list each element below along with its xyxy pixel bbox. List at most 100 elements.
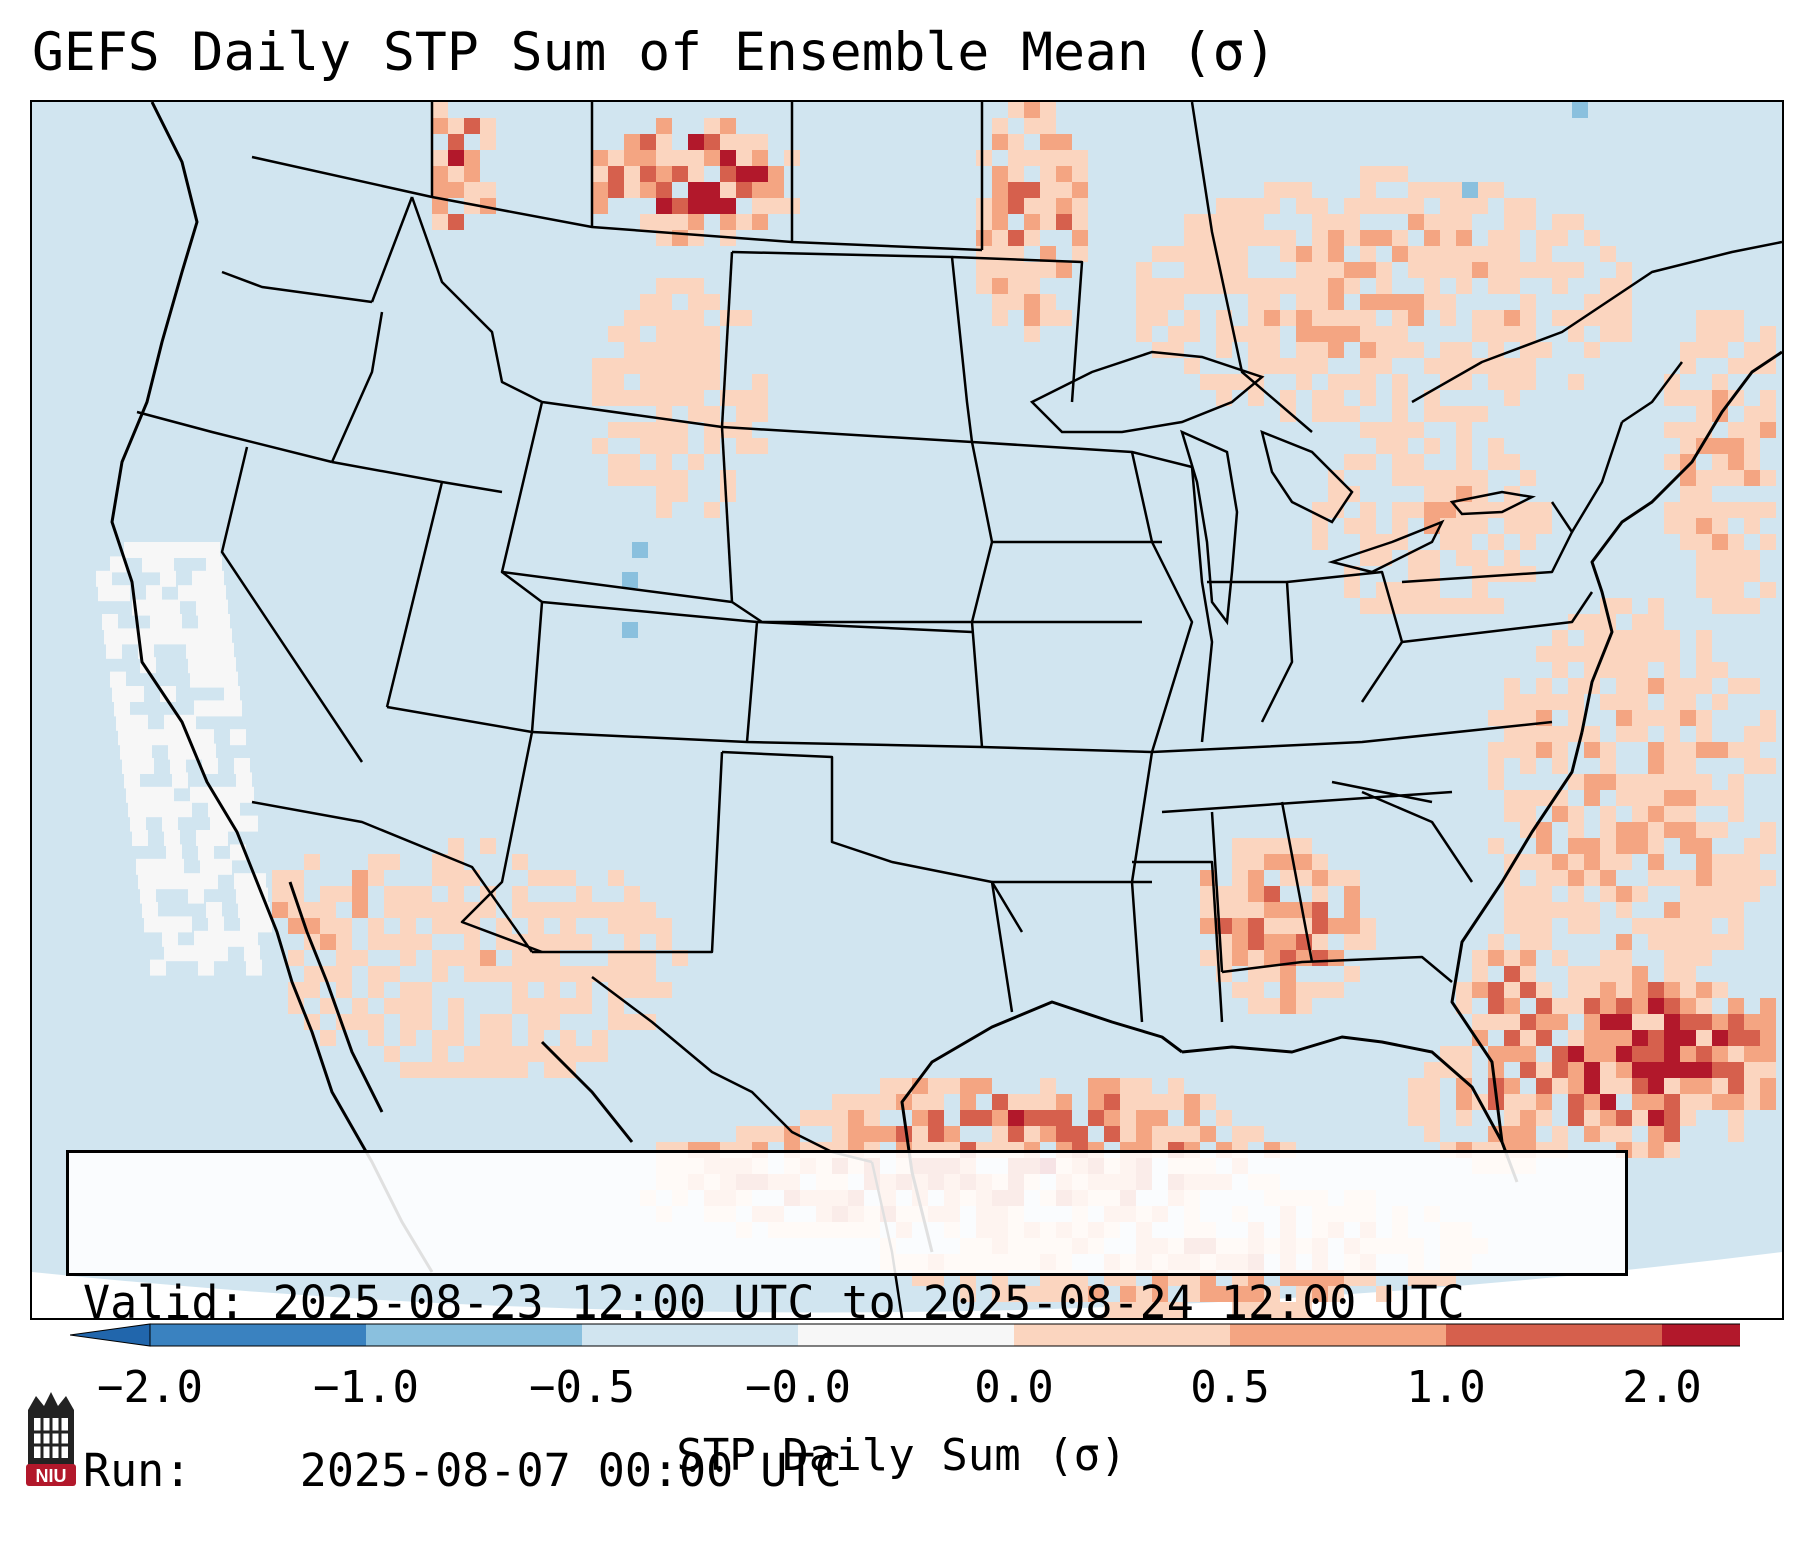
anomaly-pixel: [1680, 918, 1696, 934]
anomaly-pixel: [216, 858, 232, 875]
projection-edge: [32, 1252, 1782, 1318]
anomaly-pixel: [400, 918, 416, 934]
anomaly-pixel: [206, 902, 222, 918]
anomaly-pixel: [1024, 198, 1040, 214]
anomaly-pixel: [226, 700, 242, 717]
anomaly-pixel: [1648, 598, 1664, 614]
anomaly-pixel: [116, 714, 132, 731]
anomaly-pixel: [736, 182, 752, 198]
anomaly-pixel: [384, 902, 400, 918]
anomaly-pixel: [272, 886, 288, 902]
anomaly-pixel: [1408, 198, 1424, 214]
anomaly-pixel: [1312, 534, 1328, 550]
anomaly-pixel: [1552, 726, 1568, 742]
anomaly-pixel: [704, 374, 720, 390]
anomaly-pixel: [1360, 326, 1376, 342]
anomaly-pixel: [528, 998, 544, 1014]
anomaly-pixel: [1376, 550, 1392, 566]
anomaly-pixel: [1440, 262, 1456, 278]
anomaly-pixel: [1600, 806, 1616, 822]
anomaly-pixel: [480, 902, 496, 918]
anomaly-pixel: [1424, 1126, 1440, 1142]
anomaly-pixel: [624, 950, 640, 966]
anomaly-pixel: [1040, 166, 1056, 182]
anomaly-pixel: [1456, 214, 1472, 230]
anomaly-pixel: [1200, 374, 1216, 390]
anomaly-pixel: [640, 1014, 656, 1030]
anomaly-pixel: [992, 166, 1008, 182]
colorbar-segment: [582, 1324, 798, 1346]
anomaly-pixel: [110, 556, 126, 573]
anomaly-pixel: [272, 902, 288, 918]
anomaly-pixel: [1712, 550, 1728, 566]
anomaly-pixel: [176, 916, 192, 933]
anomaly-pixel: [1744, 1062, 1760, 1078]
anomaly-pixel: [1200, 246, 1216, 262]
anomaly-pixel: [1680, 454, 1696, 470]
anomaly-pixel: [640, 342, 656, 358]
anomaly-pixel: [1184, 278, 1200, 294]
anomaly-pixel: [1584, 838, 1600, 854]
anomaly-pixel: [352, 1014, 368, 1030]
anomaly-pixel: [384, 998, 400, 1014]
anomaly-pixel: [1696, 326, 1712, 342]
anomaly-pixel: [1632, 838, 1648, 854]
anomaly-pixel: [1248, 278, 1264, 294]
anomaly-pixel: [1072, 166, 1088, 182]
anomaly-pixel: [1632, 806, 1648, 822]
anomaly-pixel: [1472, 550, 1488, 566]
anomaly-pixel: [1424, 406, 1440, 422]
anomaly-pixel: [1504, 998, 1520, 1014]
anomaly-pixel: [1648, 1142, 1664, 1158]
anomaly-pixel: [576, 982, 592, 998]
anomaly-pixel: [1344, 518, 1360, 534]
anomaly-pixel: [672, 438, 688, 454]
anomaly-pixel: [1008, 294, 1024, 310]
anomaly-pixel: [704, 502, 720, 518]
anomaly-pixel: [1424, 550, 1440, 566]
anomaly-pixel: [112, 686, 128, 702]
anomaly-pixel: [1648, 1030, 1664, 1046]
anomaly-pixel: [1232, 198, 1248, 214]
anomaly-pixel: [1392, 166, 1408, 182]
map-panel[interactable]: [30, 100, 1784, 1320]
anomaly-pixel: [164, 714, 180, 731]
anomaly-pixel: [864, 1110, 880, 1126]
anomaly-pixel: [1760, 998, 1776, 1014]
anomaly-pixel: [1488, 278, 1504, 294]
anomaly-pixel: [186, 642, 202, 659]
anomaly-pixel: [608, 150, 624, 166]
anomaly-pixel: [1504, 902, 1520, 918]
anomaly-pixel: [640, 422, 656, 438]
anomaly-pixel: [1616, 1110, 1632, 1126]
anomaly-pixel: [1712, 694, 1728, 710]
anomaly-pixel: [464, 150, 480, 166]
anomaly-pixel: [1296, 1286, 1312, 1302]
anomaly-pixel: [198, 729, 214, 746]
anomaly-pixel: [1728, 438, 1744, 454]
anomaly-pixel: [192, 570, 208, 587]
anomaly-pixel: [320, 902, 336, 918]
anomaly-pixel: [672, 214, 688, 230]
anomaly-pixel: [1488, 534, 1504, 550]
anomaly-pixel: [304, 966, 320, 982]
anomaly-pixel: [164, 599, 180, 616]
anomaly-pixel: [140, 887, 156, 904]
anomaly-pixel: [480, 838, 496, 854]
anomaly-pixel: [1584, 870, 1600, 886]
anomaly-pixel: [1312, 518, 1328, 534]
anomaly-pixel: [1552, 1062, 1568, 1078]
anomaly-pixel: [368, 1030, 384, 1046]
anomaly-pixel: [1728, 598, 1744, 614]
anomaly-pixel: [1712, 598, 1728, 614]
anomaly-pixel: [1648, 1046, 1664, 1062]
anomaly-pixel: [1568, 1046, 1584, 1062]
anomaly-pixel: [1616, 326, 1632, 342]
anomaly-pixel: [1184, 358, 1200, 374]
anomaly-pixel: [1680, 838, 1696, 854]
anomaly-pixel: [688, 198, 704, 214]
anomaly-pixel: [1664, 1062, 1680, 1078]
anomaly-pixel: [164, 830, 180, 846]
anomaly-pixel: [1696, 678, 1712, 694]
anomaly-pixel: [1616, 838, 1632, 854]
